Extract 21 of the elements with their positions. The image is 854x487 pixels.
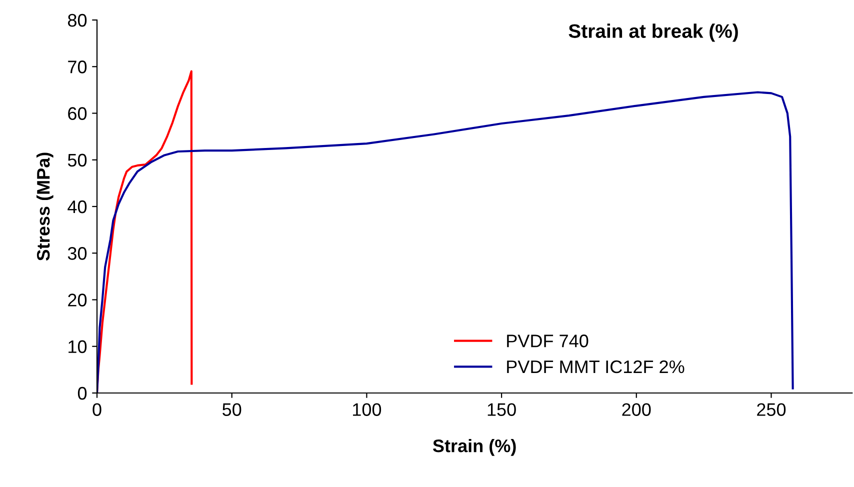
x-tick-label: 0 [92,403,102,416]
legend-label: PVDF MMT IC12F 2% [507,360,684,374]
chart-title: Strain at break (%) [568,24,738,42]
y-tick-label: 0 [78,386,87,400]
y-tick-label: 40 [68,200,87,214]
x-tick-label: 250 [757,403,786,416]
y-tick-label: 70 [68,60,87,74]
y-axis-title: Stress (MPa) [36,152,54,261]
y-tick-label: 10 [68,340,87,354]
y-tick-label: 60 [68,107,87,120]
y-tick-label: 50 [68,154,87,167]
y-tick-label: 20 [68,294,87,306]
x-tick-label: 100 [353,403,382,416]
x-axis-title: Strain (%) [432,439,516,456]
y-tick-label: 30 [68,247,87,260]
x-tick-label: 200 [622,403,651,416]
x-tick-label: 150 [488,403,516,416]
line-series [97,91,794,393]
x-tick-label: 50 [222,403,242,416]
y-tick-label: 80 [68,14,87,27]
legend-label: PVDF 740 [507,334,588,348]
